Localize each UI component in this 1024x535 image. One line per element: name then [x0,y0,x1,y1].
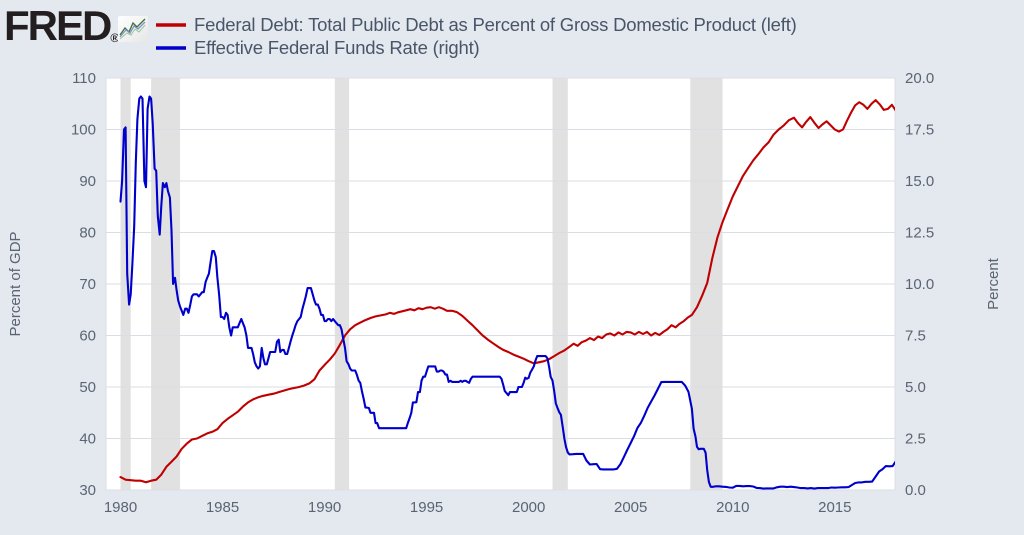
svg-text:20.0: 20.0 [905,70,934,87]
svg-text:10.0: 10.0 [905,276,934,293]
svg-text:60: 60 [79,328,96,345]
svg-text:2000: 2000 [512,499,545,516]
svg-text:15.0: 15.0 [905,173,934,190]
svg-text:Percent: Percent [985,257,1002,310]
svg-text:12.5: 12.5 [905,225,934,242]
svg-text:1980: 1980 [104,499,137,516]
svg-text:110: 110 [72,70,96,87]
svg-text:0.0: 0.0 [905,482,926,499]
svg-text:2005: 2005 [614,499,647,516]
svg-text:70: 70 [79,276,96,293]
svg-text:80: 80 [79,225,96,242]
svg-text:40: 40 [79,431,96,448]
svg-text:50: 50 [79,379,96,396]
svg-text:Percent of GDP: Percent of GDP [7,231,24,336]
svg-text:17.5: 17.5 [905,122,934,139]
svg-text:1985: 1985 [206,499,239,516]
svg-text:7.5: 7.5 [905,328,926,345]
svg-text:90: 90 [79,173,96,190]
svg-text:5.0: 5.0 [905,379,926,396]
svg-text:1990: 1990 [308,499,341,516]
svg-text:2015: 2015 [818,499,851,516]
svg-text:1995: 1995 [410,499,443,516]
svg-text:30: 30 [79,482,96,499]
svg-text:2.5: 2.5 [905,431,926,448]
svg-text:2010: 2010 [716,499,749,516]
svg-text:100: 100 [71,122,96,139]
